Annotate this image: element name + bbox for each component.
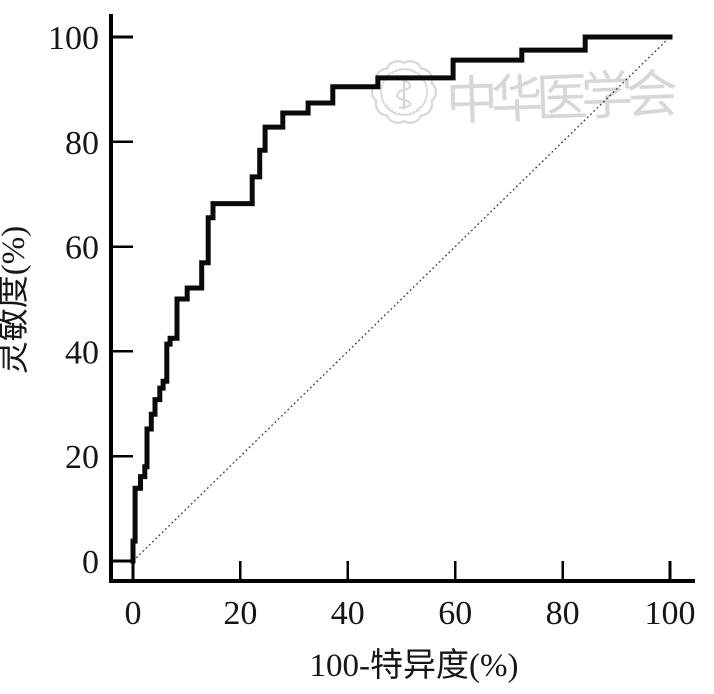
- x-tick-label: 80: [546, 595, 580, 632]
- y-tick-label: 60: [65, 230, 99, 267]
- axes: 0 20 40 60 80 100 0 20 40 60 80 100: [48, 14, 696, 632]
- x-axis-ticks: [131, 561, 672, 581]
- x-tick-label: 0: [125, 595, 142, 632]
- roc-curve-line: [130, 34, 673, 564]
- medical-association-seal-icon: [370, 60, 438, 124]
- y-tick-label: 40: [65, 334, 99, 371]
- y-tick-label: 100: [48, 20, 99, 57]
- y-tick-label: 0: [82, 544, 99, 581]
- x-tick-label: 20: [223, 595, 257, 632]
- y-axis-tick-labels: 0 20 40 60 80 100: [48, 20, 99, 581]
- x-tick-label: 40: [331, 595, 365, 632]
- x-axis-title: 100-特异度(%): [310, 647, 519, 684]
- y-axis-title: 灵敏度(%): [0, 226, 32, 374]
- y-tick-label: 20: [65, 439, 99, 476]
- reference-diagonal-line: [132, 36, 671, 562]
- y-tick-label: 80: [65, 125, 99, 162]
- seal-microtext-top: [391, 68, 417, 75]
- seal-serpent: [396, 77, 412, 109]
- x-tick-label: 100: [645, 595, 696, 632]
- x-axis-tick-labels: 0 20 40 60 80 100: [125, 595, 696, 632]
- journal-watermark: 中华医学会: [370, 60, 678, 132]
- watermark-text: 中华医学会: [445, 67, 678, 132]
- y-axis-ticks: [111, 35, 133, 563]
- x-tick-label: 60: [438, 595, 472, 632]
- seal-microtext-bottom: [385, 104, 423, 116]
